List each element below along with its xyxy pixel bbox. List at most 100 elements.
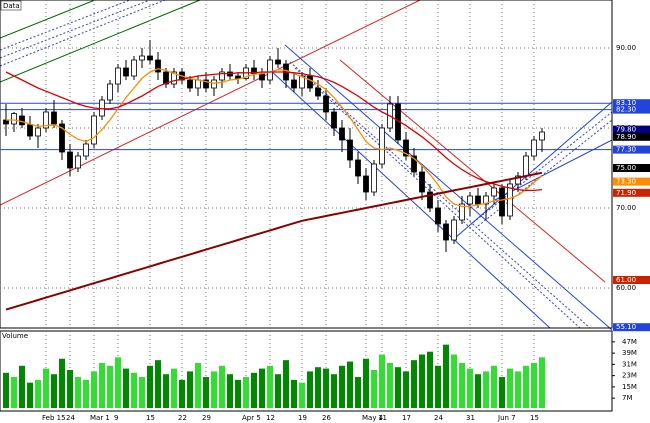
candle-body (299, 75, 305, 89)
volume-bar (243, 377, 249, 408)
candle-body (75, 155, 81, 169)
candle-body (259, 73, 265, 81)
candle-body (267, 59, 273, 81)
candle-body (451, 219, 457, 241)
candle-body (59, 123, 65, 153)
price-tag (613, 177, 650, 186)
candle-body (275, 59, 281, 65)
volume-bar (387, 362, 393, 408)
y-tick-label: 70.00 (616, 204, 636, 212)
candle-body (347, 139, 353, 161)
volume-bar (483, 371, 489, 408)
candle-body (19, 115, 25, 126)
y-tick-label: 47M (622, 338, 637, 346)
volume-bar (307, 371, 313, 408)
volume-bar (411, 360, 417, 408)
volume-bar (443, 344, 449, 408)
candle-body (523, 155, 529, 177)
volume-bar (43, 368, 49, 408)
candle-body (323, 95, 329, 113)
candle-body (435, 207, 441, 225)
volume-bar (163, 374, 169, 408)
y-tick-label: 15M (622, 383, 637, 391)
volume-bar (99, 362, 105, 408)
price-tag-label: 78.90 (616, 133, 636, 141)
trendline (294, 67, 581, 329)
volume-bar (259, 368, 265, 408)
price-tag-label: 83.10 (616, 99, 636, 107)
candle-body (427, 191, 433, 209)
price-tag (613, 125, 650, 134)
volume-bar (267, 365, 273, 408)
volume-bar (59, 358, 65, 408)
x-tick-label: 22 (178, 414, 187, 422)
candle-body (139, 55, 145, 61)
title-box (0, 0, 22, 11)
moving-average (5, 171, 543, 311)
trendline (284, 44, 613, 331)
y-tick-label: 31M (622, 360, 637, 368)
volume-bar (11, 377, 17, 408)
y-tick-label: 7M (622, 394, 633, 402)
price-tag (613, 323, 650, 332)
volume-pane-frame (0, 330, 613, 412)
price-tag-label: 61.00 (616, 276, 636, 284)
candle-body (443, 223, 449, 241)
price-tag-label: 77.30 (616, 146, 636, 154)
volume-bar (451, 354, 457, 408)
volume-bar (315, 367, 321, 408)
x-tick-label: May 4 (362, 414, 384, 422)
price-tag-label: 79.80 (616, 126, 636, 134)
volume-bar (75, 377, 81, 408)
candle-body (419, 171, 425, 193)
price-tag (613, 99, 650, 108)
volume-bar (227, 374, 233, 408)
moving-average (5, 71, 543, 192)
volume-bar (435, 365, 441, 408)
volume-bar (475, 374, 481, 408)
volume-bar (203, 377, 209, 408)
volume-bar (347, 361, 353, 408)
volume-bar (355, 377, 361, 408)
volume-bar (219, 365, 225, 408)
volume-bar (3, 372, 9, 408)
x-tick-label: 17 (402, 414, 411, 422)
volume-bar (147, 365, 153, 408)
volume-bar (499, 377, 505, 408)
volume-bar (531, 362, 537, 408)
volume-bar (171, 368, 177, 408)
x-tick-label: Mar 1 (90, 414, 110, 422)
volume-bar (251, 372, 257, 408)
candle-body (515, 175, 521, 185)
x-tick-label: 19 (298, 414, 307, 422)
x-tick-label: 12 (266, 414, 275, 422)
candle-body (411, 155, 417, 173)
candle-body (355, 159, 361, 177)
price-pane-frame (0, 0, 613, 329)
x-tick-label: 29 (202, 414, 211, 422)
candle-body (211, 79, 217, 89)
candle-body (43, 111, 49, 129)
candle-body (331, 111, 337, 129)
x-tick-label: 24 (434, 414, 443, 422)
trendline (0, 0, 131, 51)
volume-bar (107, 365, 113, 408)
volume-bar (155, 360, 161, 408)
price-tag-label: 75.00 (616, 164, 636, 172)
candle-body (219, 71, 225, 81)
volume-bar (187, 371, 193, 408)
volume-bar (91, 371, 97, 408)
volume-bar (523, 365, 529, 408)
volume-bar (131, 372, 137, 408)
candle-body (507, 183, 513, 217)
candle-body (171, 71, 177, 85)
volume-bar (459, 362, 465, 408)
candle-body (131, 59, 137, 77)
volume-bar (35, 379, 41, 408)
volume-bar (235, 379, 241, 408)
candle-body (115, 67, 121, 85)
trendline (454, 101, 613, 239)
trendline (339, 59, 606, 283)
candle-body (379, 127, 385, 165)
